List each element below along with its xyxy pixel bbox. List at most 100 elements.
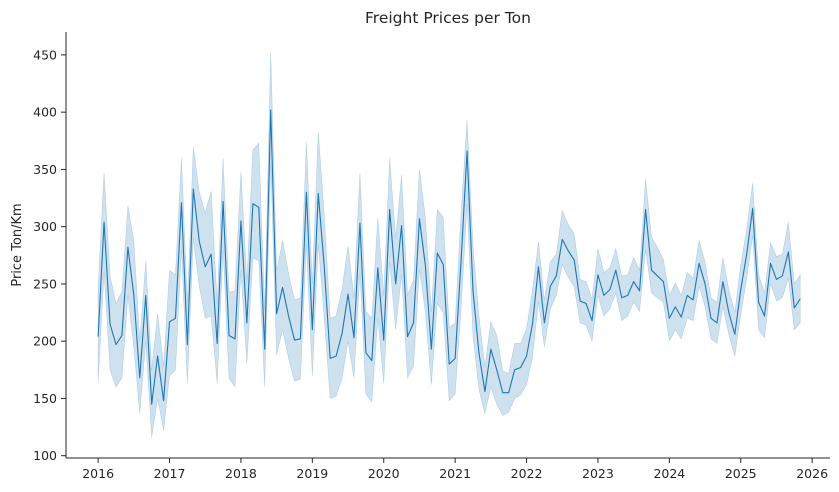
data-point <box>383 339 385 341</box>
data-point <box>442 263 444 265</box>
data-point <box>418 217 420 219</box>
data-point <box>686 294 688 296</box>
data-point <box>490 348 492 350</box>
data-point <box>121 334 123 336</box>
data-point <box>204 266 206 268</box>
data-point <box>299 338 301 340</box>
data-point <box>799 298 801 300</box>
data-point <box>400 224 402 226</box>
data-point <box>424 264 426 266</box>
data-point <box>168 321 170 323</box>
data-point <box>347 293 349 295</box>
data-point <box>609 288 611 290</box>
data-point <box>537 266 539 268</box>
data-point <box>680 316 682 318</box>
data-point <box>210 253 212 255</box>
data-point <box>579 300 581 302</box>
data-point <box>109 323 111 325</box>
data-point <box>466 150 468 152</box>
data-point <box>692 299 694 301</box>
y-tick-label: 350 <box>33 162 57 177</box>
data-point <box>436 252 438 254</box>
data-point <box>698 262 700 264</box>
y-tick-label: 300 <box>33 219 57 234</box>
data-point <box>484 390 486 392</box>
data-point <box>722 280 724 282</box>
data-point <box>305 191 307 193</box>
data-point <box>650 269 652 271</box>
data-point <box>341 332 343 334</box>
data-point <box>561 238 563 240</box>
data-point <box>335 355 337 357</box>
data-point <box>412 322 414 324</box>
data-point <box>757 301 759 303</box>
data-point <box>668 317 670 319</box>
data-point <box>573 259 575 261</box>
data-point <box>139 377 141 379</box>
data-point <box>454 357 456 359</box>
data-point <box>745 253 747 255</box>
data-point <box>103 221 105 223</box>
data-point <box>531 323 533 325</box>
data-point <box>264 348 266 350</box>
y-tick-label: 400 <box>33 105 57 120</box>
data-point <box>787 251 789 253</box>
data-point <box>644 208 646 210</box>
data-point <box>174 317 176 319</box>
data-point <box>656 275 658 277</box>
data-point <box>615 269 617 271</box>
x-tick-label: 2026 <box>796 466 828 481</box>
data-point <box>228 334 230 336</box>
data-point <box>365 351 367 353</box>
data-point <box>775 278 777 280</box>
data-point <box>329 357 331 359</box>
data-point <box>317 192 319 194</box>
data-point <box>632 280 634 282</box>
data-point <box>145 294 147 296</box>
data-point <box>388 208 390 210</box>
data-point <box>377 267 379 269</box>
data-point <box>240 220 242 222</box>
data-point <box>627 294 629 296</box>
x-tick-label: 2025 <box>725 466 757 481</box>
data-point <box>359 222 361 224</box>
data-point <box>246 322 248 324</box>
data-point <box>591 319 593 321</box>
data-point <box>371 359 373 361</box>
data-point <box>728 311 730 313</box>
data-point <box>603 294 605 296</box>
data-point <box>674 306 676 308</box>
data-point <box>156 355 158 357</box>
data-point <box>406 335 408 337</box>
data-point <box>448 363 450 365</box>
data-point <box>180 201 182 203</box>
data-point <box>507 392 509 394</box>
plot-area <box>97 51 801 438</box>
data-point <box>513 369 515 371</box>
y-tick-label: 450 <box>33 47 57 62</box>
data-point <box>555 275 557 277</box>
data-point <box>311 329 313 331</box>
data-point <box>192 188 194 190</box>
data-point <box>793 307 795 309</box>
chart-title: Freight Prices per Ton <box>365 9 531 27</box>
series-line <box>97 109 801 405</box>
data-point <box>585 302 587 304</box>
data-point <box>704 283 706 285</box>
y-tick-label: 200 <box>33 334 57 349</box>
data-point <box>150 403 152 405</box>
x-tick-label: 2020 <box>368 466 400 481</box>
data-point <box>394 283 396 285</box>
data-point <box>162 400 164 402</box>
data-point <box>502 392 504 394</box>
data-point <box>198 240 200 242</box>
x-tick-label: 2021 <box>439 466 471 481</box>
y-tick-label: 250 <box>33 276 57 291</box>
data-point <box>186 343 188 345</box>
data-point <box>543 322 545 324</box>
data-point <box>353 337 355 339</box>
data-point <box>258 206 260 208</box>
data-point <box>234 338 236 340</box>
data-point <box>127 246 129 248</box>
